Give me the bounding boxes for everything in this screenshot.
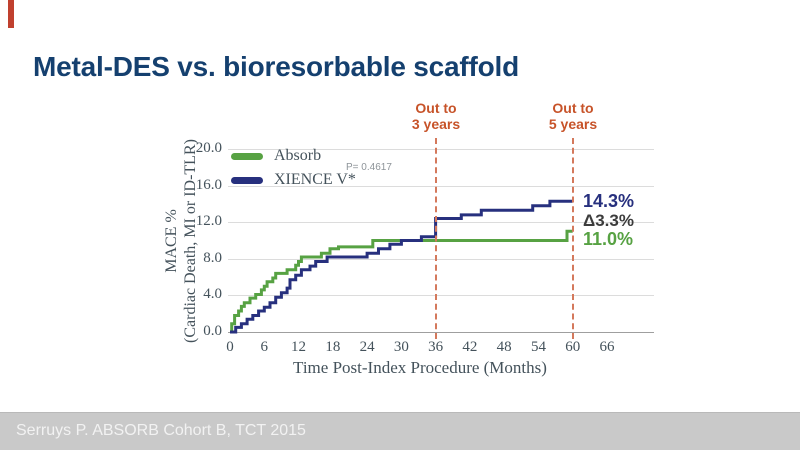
annotation-line: Out to [415,100,457,116]
accent-bar [8,0,14,28]
y-tick-label: 16.0 [195,177,222,193]
xience-end-value-label: 14.3% [583,191,635,211]
x-tick-label: 54 [530,339,546,355]
y-tick-label: 4.0 [203,286,222,302]
dashed-reference-line [572,138,574,339]
y-tick-label: 20.0 [195,140,222,156]
page-title: Metal-DES vs. bioresorbable scaffold [33,50,520,82]
x-tick-label: 12 [291,339,307,355]
y-axis-title-line2: (Cardiac Death, MI or ID-TLR) [182,139,199,343]
footer-bar: Serruys P. ABSORB Cohort B, TCT 2015 [0,412,800,450]
gridline [228,295,654,296]
x-tick-label: 0 [226,339,234,355]
series-path-xience-v- [230,199,573,334]
x-tick-label: 30 [393,339,409,355]
p-value-label: P= 0.4617 [346,162,392,173]
x-axis-title: Time Post-Index Procedure (Months) [293,358,547,377]
gridline [228,186,654,187]
legend-item-xience: XIENCE V* [231,168,356,192]
gridline [228,259,654,260]
legend: Absorb XIENCE V* [231,144,356,192]
x-tick-label: 48 [496,339,512,355]
x-tick-label: 60 [565,339,581,355]
footer-citation: Serruys P. ABSORB Cohort B, TCT 2015 [16,422,306,439]
y-tick-label: 12.0 [195,213,222,229]
y-tick-label: 0.0 [203,323,222,339]
annotation-line: 5 years [548,116,598,132]
x-tick-label: 18 [325,339,341,355]
annotation-line: 3 years [411,116,461,132]
x-tick-label: 36 [428,339,444,355]
x-tick-label: 6 [260,339,269,355]
xience-line-swatch [231,176,263,184]
annotation-out-to-5-years: Out to 5 years [549,100,597,132]
dashed-reference-line [435,138,437,339]
absorb-end-value-label: 11.0% [583,229,634,249]
x-tick-label: 66 [599,339,615,355]
y-tick-label: 8.0 [203,250,222,266]
legend-item-absorb: Absorb [231,144,356,168]
gridline [228,332,654,333]
gridline [228,149,654,150]
x-tick-label: 42 [462,339,478,355]
series-path-absorb [230,229,573,334]
legend-label-absorb: Absorb [274,147,322,164]
absorb-line-swatch [231,152,263,160]
delta-value-label: Δ3.3% [583,211,634,230]
annotation-out-to-3-years: Out to 3 years [412,100,460,132]
y-axis-title-line1: MACE % [163,209,180,273]
legend-label-xience: XIENCE V* [274,171,356,188]
annotation-line: Out to [552,100,594,116]
x-tick-label: 24 [359,339,375,355]
y-axis-title: MACE % (Cardiac Death, MI or ID-TLR) [162,126,200,356]
